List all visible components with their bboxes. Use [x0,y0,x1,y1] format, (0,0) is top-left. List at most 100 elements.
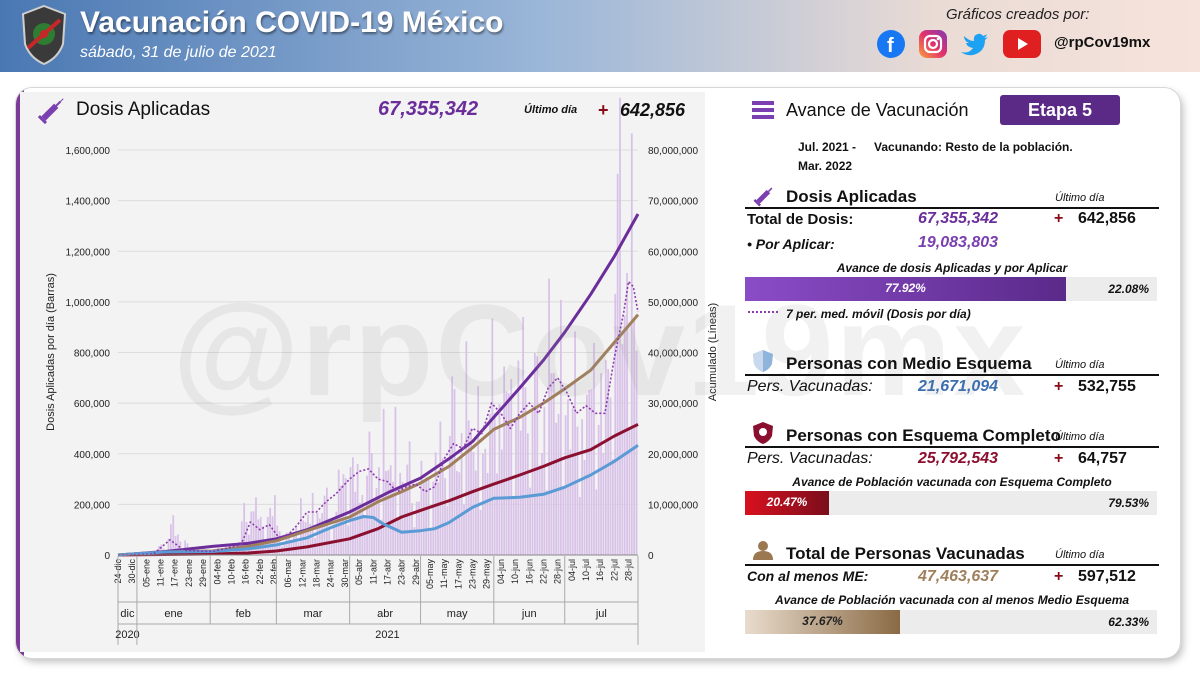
x-tick-label: 22-jul [609,559,619,581]
daily-bar [635,350,638,555]
daily-bar [172,515,175,555]
y-tick-label: 1,200,000 [66,247,111,258]
header-banner: Vacunación COVID-19 México sábado, 31 de… [0,0,1200,72]
daily-bar [425,477,428,555]
daily-bar [538,465,541,555]
chart-total-dosis: 67,355,342 [378,98,479,120]
medio-label: Pers. Vacunadas: [747,378,873,395]
completo-ultimo-label: Último día [1055,431,1105,443]
daily-bar [264,544,267,555]
x-tick-label: 17-abr [382,559,392,585]
daily-bar [633,318,636,555]
daily-bar [474,470,477,555]
daily-bar [427,478,430,555]
social-handle[interactable]: @rpCov19mx [1054,34,1151,51]
total-label: Con al menos ME: [747,568,869,584]
series-line-2 [117,423,639,557]
daily-bar [354,491,357,555]
total-plus: + [1054,568,1064,585]
daily-bar [359,502,361,555]
daily-bar [569,449,572,555]
daily-bar [415,501,418,555]
daily-bar [477,386,480,555]
daily-bar [467,420,470,555]
medio-divider [745,374,1159,376]
y-tick-label: 0 [104,551,110,562]
instagram-icon[interactable] [919,30,947,58]
x-tick-label: 05-ene [141,559,151,587]
facebook-icon[interactable]: f [877,30,905,58]
x-tick-label: 29-may [482,559,492,590]
daily-bar [430,529,432,555]
y-axis-label: Dosis Aplicadas por día (Barras) [45,273,57,431]
x-tick-label: 17-ene [170,559,180,587]
daily-bar [503,366,506,555]
twitter-icon[interactable] [959,30,988,58]
x-tick-label: 04-feb [212,559,222,585]
x-tick-label: 17-may [453,559,463,590]
daily-bar [529,487,532,555]
daily-bar [444,478,446,555]
medio-value: 21,671,094 [918,378,999,395]
completo-progress-fill [745,491,829,515]
daily-bar [602,453,605,555]
daily-bar [344,478,347,555]
total-progress-out: 62.33% [1108,615,1149,629]
daily-bar [311,492,314,555]
y-tick-label: 1,000,000 [66,298,111,309]
youtube-icon[interactable] [1003,30,1041,58]
completo-value: 25,792,543 [918,450,999,467]
daily-bar [335,511,338,555]
series-line-3 [117,444,639,557]
daily-bar [562,487,565,555]
daily-bar [408,441,411,555]
daily-bar [418,501,420,555]
daily-bar [179,541,182,555]
total-dosis-last: 642,856 [1078,210,1136,227]
x-tick-label: 10-jun [510,559,520,584]
y2-tick-label: 60,000,000 [648,247,698,258]
half-shield-icon [753,350,773,372]
daily-bar [385,471,387,555]
x-tick-label: 05-may [425,559,435,590]
daily-bar [373,501,376,555]
daily-bar [522,316,524,555]
month-label: ene [164,608,182,620]
medio-ultimo-label: Último día [1055,359,1105,371]
syringe-icon [37,98,64,125]
daily-bar [406,464,409,555]
moving-average-legend-swatch [748,311,778,313]
daily-bar [378,467,380,555]
daily-bar [292,533,295,555]
daily-bar [465,341,468,555]
completo-section-title: Personas con Esquema Completo [786,426,1061,445]
daily-bar [578,496,581,555]
daily-bar [363,515,366,555]
daily-bar [394,406,397,555]
chart-plus-sign: + [598,100,609,120]
daily-bar [252,511,255,555]
daily-bar [595,489,598,555]
daily-bar [508,393,510,555]
x-tick-label: 23-abr [397,559,407,585]
daily-bar [184,540,186,555]
series-line-4 [117,280,639,556]
dosis-ultimo-label: Último día [1055,192,1105,204]
daily-bar [413,527,416,555]
total-progress-fill [745,610,900,634]
person-icon [753,541,773,560]
daily-bar [531,408,534,555]
daily-bar [274,495,276,555]
daily-bar [510,378,513,555]
daily-bar [382,408,385,555]
daily-bar [588,390,591,555]
daily-bar [545,490,548,555]
completo-last: 64,757 [1078,450,1127,467]
daily-bar [609,397,612,555]
y2-tick-label: 30,000,000 [648,399,698,410]
completo-progress-in: 20.47% [766,495,808,509]
watermark: @rpCov19mx [172,277,1028,423]
por-aplicar-value: 19,083,803 [918,234,999,251]
x-tick-label: 28-jul [624,559,634,581]
total-progress-title: Avance de Población vacunada con al meno… [774,593,1130,607]
